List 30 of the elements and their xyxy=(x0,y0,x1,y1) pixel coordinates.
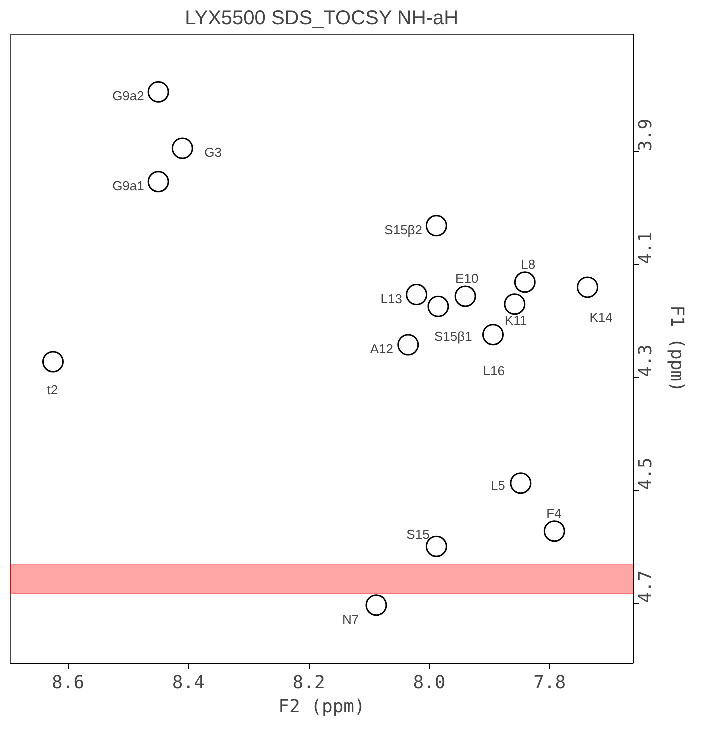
x-tick-label: 8.4 xyxy=(172,672,205,694)
annotation: t2 xyxy=(47,382,58,398)
annotation: A12 xyxy=(370,342,394,357)
x-axis-title: F2 (ppm) xyxy=(278,696,366,718)
annotation: S15 xyxy=(406,527,430,542)
annotation: G3 xyxy=(204,145,222,160)
annotation: K14 xyxy=(590,310,613,325)
annotation: L16 xyxy=(483,363,505,378)
annotation: E10 xyxy=(456,270,479,286)
y-tick-label: 4.1 xyxy=(636,232,656,264)
annotation: G9a1 xyxy=(112,178,144,194)
y-tick-label: 3.9 xyxy=(636,118,656,152)
annotation: L8 xyxy=(521,256,536,272)
x-tick-label: 7.8 xyxy=(534,672,566,694)
y-tick-label: 4.7 xyxy=(636,570,656,604)
annotation: N7 xyxy=(342,612,360,627)
annotation: F4 xyxy=(546,506,562,521)
y-tick-label: 4.3 xyxy=(636,344,656,378)
annotation: L5 xyxy=(490,478,506,493)
x-tick-label: 8.2 xyxy=(292,672,326,694)
annotation: S15β2 xyxy=(384,222,423,238)
x-tick-label: 8.6 xyxy=(52,672,85,694)
annotation: G9a2 xyxy=(112,88,144,104)
chart-title: LYX5500 SDS_TOCSY NH-aH xyxy=(185,8,459,30)
y-axis-title: F1 (ppm) xyxy=(666,306,688,392)
x-tick-label: 8.0 xyxy=(413,672,446,694)
annotation: L13 xyxy=(380,291,403,306)
annotation: S15β1 xyxy=(434,329,472,344)
annotation: K11 xyxy=(504,312,528,328)
y-tick-label: 4.5 xyxy=(636,458,656,490)
